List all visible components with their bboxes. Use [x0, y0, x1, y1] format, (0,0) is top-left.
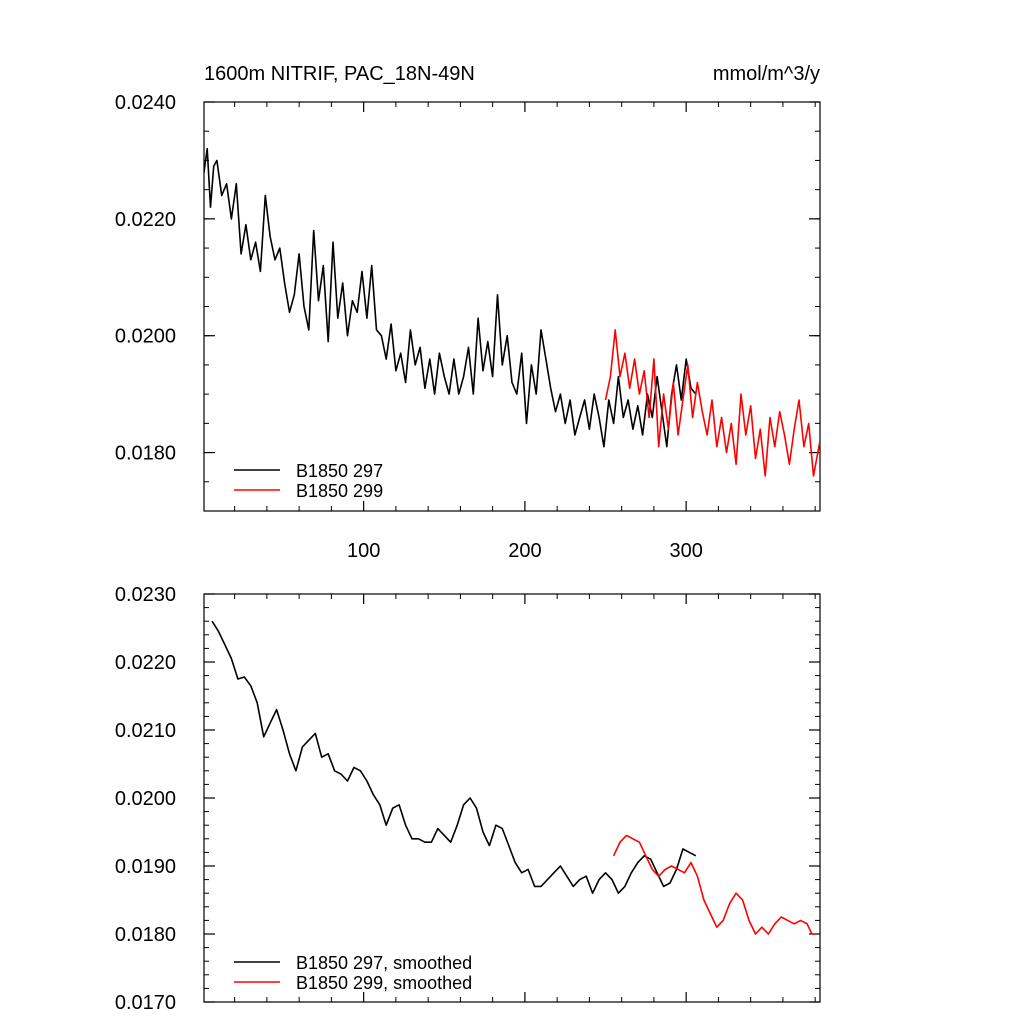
- chart-units: mmol/m^3/y: [713, 63, 820, 85]
- legend-label: B1850 297, smoothed: [296, 953, 472, 973]
- legend-label: B1850 299, smoothed: [296, 973, 472, 993]
- y-tick-label: 0.0200: [115, 326, 176, 348]
- bottom-panel: 0.0170 0.0180 0.0190 0.0200 0.0210 0.0220 0.02…: [115, 584, 821, 1014]
- y-tick-label: 0.0220: [115, 652, 176, 674]
- series-line-b1850-299: [612, 834, 816, 935]
- series-line-b1850-299: [604, 329, 820, 477]
- y-tick-label: 0.0220: [115, 209, 176, 231]
- y-tick-label: 0.0180: [115, 924, 176, 946]
- y-tick-label: 0.0230: [115, 584, 176, 606]
- y-tick-label: 0.0210: [115, 720, 176, 742]
- y-tick-label: 0.0200: [115, 788, 176, 810]
- x-tick-label: 300: [669, 540, 702, 562]
- x-tick-label: 100: [347, 540, 380, 562]
- chart-title: 1600m NITRIF, PAC_18N-49N: [204, 63, 475, 85]
- y-tick-label: 0.0190: [115, 856, 176, 878]
- y-tick-label: 0.0170: [115, 992, 176, 1014]
- plot-frame: [203, 593, 821, 1003]
- y-tick-label: 0.0180: [115, 443, 176, 465]
- legend-label: B1850 299: [296, 481, 383, 501]
- x-tick-label: 200: [508, 540, 541, 562]
- y-tick-label: 0.0240: [115, 92, 176, 114]
- legend-label: B1850 297: [296, 461, 383, 481]
- top-panel: 100 200 300 0.0180 0.0200 0.0220 0.0240 B1850 2…: [115, 63, 821, 562]
- series-line-b1850-297: [211, 620, 697, 895]
- series-line-b1850-297: [204, 147, 697, 448]
